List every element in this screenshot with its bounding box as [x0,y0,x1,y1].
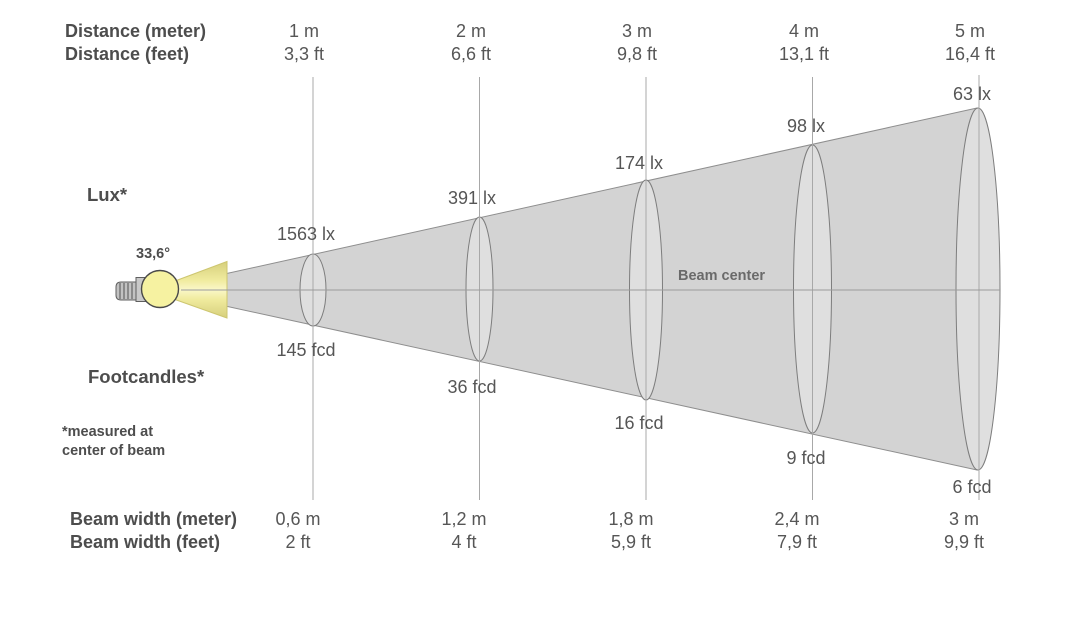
distance-column-5: 5 m 16,4 ft [945,20,995,66]
distance-feet-label: Distance (feet) [65,44,190,64]
beam-width-column-3: 1,8 m 5,9 ft [608,508,653,554]
fcd-value-4m: 9 fcd [786,448,826,468]
footnote-line-1: *measured at [62,424,154,440]
distance-5-ft: 16,4 ft [944,44,996,64]
footnote-line-2: center of beam [62,443,166,459]
distance-3-m: 3 m [621,21,652,41]
beam-width-column-5: 3 m 9,9 ft [944,508,984,554]
distance-column-3: 3 m 9,8 ft [617,20,657,66]
lux-value-2m: 391 lx [447,188,497,208]
beam-width-2-m: 1,2 m [441,509,487,529]
fcd-value-3m: 16 fcd [614,413,664,433]
fcd-value-2m: 36 fcd [447,377,497,397]
distance-column-1: 1 m 3,3 ft [284,20,324,66]
distance-column-2: 2 m 6,6 ft [451,20,491,66]
beam-width-4-ft: 7,9 ft [776,532,818,552]
beam-width-column-2: 1,2 m 4 ft [441,508,486,554]
distance-column-4: 4 m 13,1 ft [779,20,829,66]
beam-ellipse-5m [955,107,1001,471]
beam-width-meter-label: Beam width (meter) [70,509,238,529]
lux-section-label: Lux* [87,184,128,205]
distance-3-ft: 9,8 ft [616,44,658,64]
light-cone-shape [151,107,1000,471]
distance-1-ft: 3,3 ft [283,44,325,64]
beam-width-5-m: 3 m [948,509,979,529]
fcd-value-1m: 145 fcd [276,340,336,360]
lux-value-5m: 63 lx [952,84,992,104]
beam-width-1-ft: 2 ft [285,532,311,552]
beam-width-4-m: 2,4 m [774,509,820,529]
distance-2-ft: 6,6 ft [450,44,492,64]
beam-angle-label: 33,6° [136,246,171,262]
beam-width-feet-label: Beam width (feet) [70,532,221,552]
distance-2-m: 2 m [455,21,486,41]
beam-width-3-ft: 5,9 ft [610,532,652,552]
lux-value-4m: 98 lx [786,116,826,136]
beam-width-1-m: 0,6 m [275,509,321,529]
beam-width-3-m: 1,8 m [608,509,654,529]
beam-width-header: Beam width (meter) Beam width (feet) [70,508,237,554]
beam-width-5-ft: 9,9 ft [943,532,985,552]
light-bulb-icon [140,269,180,309]
lux-value-3m: 174 lx [614,153,664,173]
beam-center-label: Beam center [678,268,766,284]
fcd-value-5m: 6 fcd [952,477,992,497]
lux-value-1m: 1563 lx [276,224,336,244]
footcandles-section-label: Footcandles* [88,366,205,387]
distance-1-m: 1 m [288,21,319,41]
measurement-footnote: *measured at center of beam [62,423,165,461]
distance-4-ft: 13,1 ft [778,44,830,64]
beam-width-column-4: 2,4 m 7,9 ft [774,508,819,554]
beam-width-2-ft: 4 ft [451,532,477,552]
distance-header: Distance (meter) Distance (feet) [65,20,206,66]
beam-width-column-1: 0,6 m 2 ft [275,508,320,554]
distance-4-m: 4 m [788,21,820,41]
distance-meter-label: Distance (meter) [65,21,207,41]
distance-5-m: 5 m [954,21,986,41]
